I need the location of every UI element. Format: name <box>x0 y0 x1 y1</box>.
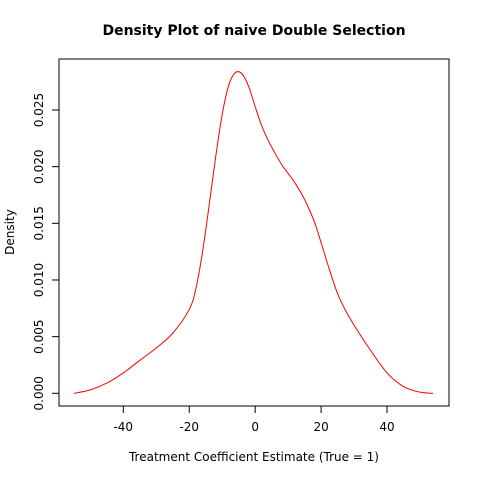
x-axis: -40 -20 0 20 40 <box>113 405 395 434</box>
y-tick-label: 0.000 <box>32 376 46 410</box>
y-tick-label: 0.025 <box>32 93 46 127</box>
x-tick-label: 0 <box>251 420 259 434</box>
chart-title: Density Plot of naive Double Selection <box>102 23 405 39</box>
y-tick-label: 0.015 <box>32 206 46 240</box>
x-tick-label: -20 <box>179 420 199 434</box>
x-tick-label: -40 <box>113 420 133 434</box>
y-axis-label: Density <box>3 209 17 255</box>
x-tick-label: 40 <box>379 420 394 434</box>
y-tick-label: 0.010 <box>32 263 46 297</box>
x-tick-label: 20 <box>313 420 328 434</box>
x-axis-label: Treatment Coefficient Estimate (True = 1… <box>128 450 379 464</box>
plot-frame <box>58 58 450 407</box>
y-axis: 0.000 0.005 0.010 0.015 0.020 0.025 <box>32 93 60 410</box>
density-curve <box>73 71 434 394</box>
y-tick-label: 0.005 <box>32 319 46 353</box>
y-tick-label: 0.020 <box>32 149 46 183</box>
